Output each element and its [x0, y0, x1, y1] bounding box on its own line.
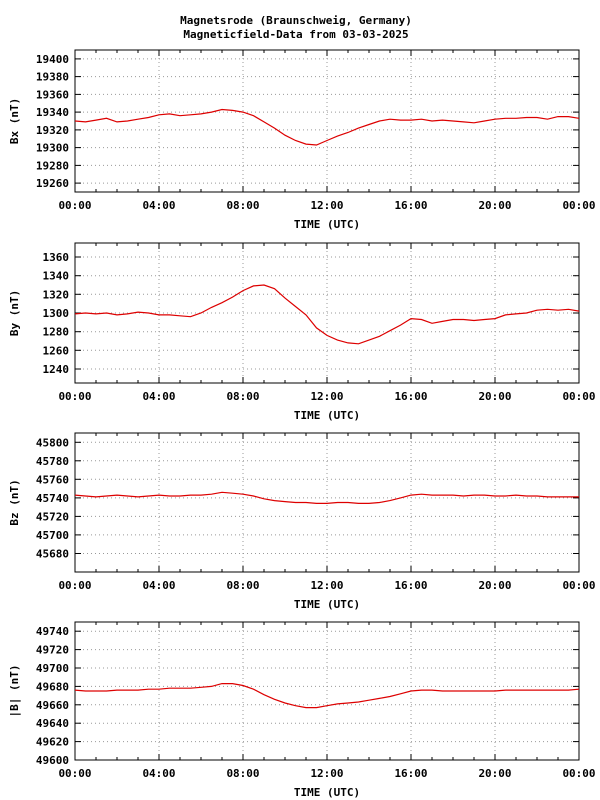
- x-tick-label: 16:00: [394, 579, 427, 592]
- data-series-line: [74, 108, 580, 146]
- figure-title: Magnetsrode (Braunschweig, Germany): [180, 14, 412, 27]
- x-axis-label: TIME (UTC): [294, 218, 360, 231]
- x-tick-label: 08:00: [226, 199, 259, 212]
- y-tick-label: 49700: [36, 662, 69, 675]
- data-series-line: [74, 491, 579, 504]
- y-tick-label: 1320: [43, 288, 70, 301]
- y-tick-label: 49600: [36, 754, 69, 767]
- x-tick-label: 04:00: [142, 767, 175, 780]
- y-axis-label: |B| (nT): [8, 665, 21, 718]
- x-tick-label: 00:00: [58, 579, 91, 592]
- x-tick-label: 16:00: [394, 767, 427, 780]
- y-tick-label: 45700: [36, 529, 69, 542]
- x-tick-label: 20:00: [478, 390, 511, 403]
- y-tick-label: 19300: [36, 142, 69, 155]
- y-axis-label: Bz (nT): [8, 479, 21, 525]
- x-tick-label: 20:00: [478, 767, 511, 780]
- y-tick-label: 45680: [36, 548, 69, 561]
- plot-frame: [74, 621, 580, 761]
- y-tick-label: 1260: [43, 344, 70, 357]
- y-tick-label: 1340: [43, 270, 70, 283]
- x-tick-label: 00:00: [562, 199, 595, 212]
- x-tick-label: 16:00: [394, 390, 427, 403]
- plot-frame: [74, 432, 580, 573]
- x-tick-label: 08:00: [226, 579, 259, 592]
- x-tick-label: 00:00: [58, 390, 91, 403]
- x-tick-label: 00:00: [58, 199, 91, 212]
- x-tick-label: 12:00: [310, 579, 343, 592]
- x-tick-label: 00:00: [562, 390, 595, 403]
- x-axis-label: TIME (UTC): [294, 786, 360, 799]
- x-axis-label: TIME (UTC): [294, 598, 360, 611]
- x-tick-label: 00:00: [562, 579, 595, 592]
- figure-subtitle: Magneticfield-Data from 03-03-2025: [183, 28, 408, 41]
- y-tick-label: 19340: [36, 106, 69, 119]
- x-axis-label: TIME (UTC): [294, 409, 360, 422]
- y-tick-label: 45740: [36, 492, 69, 505]
- y-tick-label: 45720: [36, 510, 69, 523]
- y-tick-label: 1360: [43, 251, 70, 264]
- y-tick-label: 49660: [36, 699, 69, 712]
- x-tick-label: 04:00: [142, 390, 175, 403]
- x-tick-label: 12:00: [310, 199, 343, 212]
- data-series-line: [74, 682, 580, 709]
- x-tick-label: 12:00: [310, 767, 343, 780]
- x-tick-label: 04:00: [142, 199, 175, 212]
- y-tick-label: 19320: [36, 124, 69, 137]
- x-tick-label: 08:00: [226, 390, 259, 403]
- y-tick-label: 19260: [36, 177, 69, 190]
- y-tick-label: 49620: [36, 736, 69, 749]
- y-tick-label: 45780: [36, 455, 69, 468]
- y-tick-label: 49640: [36, 717, 69, 730]
- y-tick-label: 1240: [43, 363, 70, 376]
- x-tick-label: 20:00: [478, 199, 511, 212]
- x-tick-label: 00:00: [562, 767, 595, 780]
- plot-frame: [74, 242, 580, 384]
- x-tick-label: 08:00: [226, 767, 259, 780]
- y-tick-label: 1300: [43, 307, 70, 320]
- y-tick-label: 1280: [43, 326, 70, 339]
- y-axis-label: By (nT): [8, 290, 21, 336]
- x-tick-label: 12:00: [310, 390, 343, 403]
- data-series-line: [74, 284, 580, 345]
- x-tick-label: 20:00: [478, 579, 511, 592]
- y-tick-label: 49680: [36, 680, 69, 693]
- y-tick-label: 45800: [36, 436, 69, 449]
- y-tick-label: 19380: [36, 71, 69, 84]
- y-tick-label: 19400: [36, 53, 69, 66]
- x-tick-label: 16:00: [394, 199, 427, 212]
- x-tick-label: 00:00: [58, 767, 91, 780]
- y-tick-label: 49740: [36, 625, 69, 638]
- y-tick-label: 19360: [36, 88, 69, 101]
- y-tick-label: 19280: [36, 159, 69, 172]
- y-tick-label: 49720: [36, 644, 69, 657]
- x-tick-label: 04:00: [142, 579, 175, 592]
- y-tick-label: 45760: [36, 473, 69, 486]
- y-axis-label: Bx (nT): [8, 98, 21, 144]
